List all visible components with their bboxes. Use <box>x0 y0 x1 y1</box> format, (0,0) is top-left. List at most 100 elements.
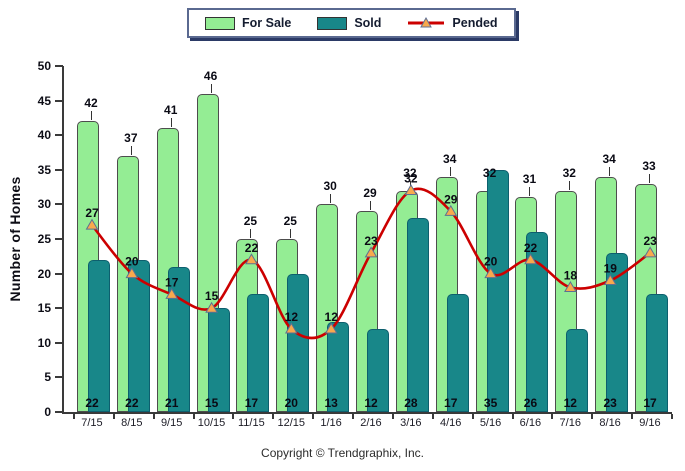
for-sale-label-leader <box>170 118 172 128</box>
pended-marker-icon <box>404 184 418 196</box>
pended-marker-icon <box>165 287 179 299</box>
pended-value-label: 17 <box>165 275 179 289</box>
for-sale-value-label: 41 <box>164 103 178 118</box>
pended-value-label: 22 <box>524 241 538 255</box>
x-axis-tick <box>471 414 474 419</box>
sold-bar <box>287 273 310 412</box>
x-axis-tick <box>431 414 434 419</box>
sold-value-label: 13 <box>324 396 338 410</box>
legend-label: Sold <box>354 16 382 30</box>
sold-bar <box>247 294 270 412</box>
y-axis-tick-label: 0 <box>44 405 51 419</box>
x-axis-tick <box>511 414 514 419</box>
for-sale-label-leader <box>449 166 451 176</box>
y-axis-tick <box>55 411 63 413</box>
for-sale-value-label: 46 <box>203 68 218 83</box>
y-axis-tick <box>55 65 63 67</box>
for-sale-label-leader <box>290 229 292 238</box>
month-slot: 25 17 <box>233 66 273 412</box>
for-sale-value-label: 25 <box>283 214 297 228</box>
x-axis-tick <box>192 414 195 419</box>
sold-bar <box>526 232 549 412</box>
for-sale-label-leader <box>330 194 332 204</box>
month-slot: 42 22 <box>74 66 114 412</box>
x-axis-tick <box>352 414 355 419</box>
sold-bar <box>367 328 390 412</box>
x-axis-labels: 7/15 8/15 9/15 10/15 11/15 12/15 1/16 2/16 3/16 4… <box>62 417 670 429</box>
x-axis-tick <box>551 414 554 419</box>
for-sale-label-leader <box>250 229 252 238</box>
y-axis-tick-label: 50 <box>37 59 51 73</box>
for-sale-value-label: 42 <box>84 96 98 111</box>
sold-bar <box>327 322 350 412</box>
sold-value-label: 20 <box>284 396 298 410</box>
pended-marker-icon <box>643 246 657 258</box>
month-slot: 34 23 <box>592 66 632 412</box>
sold-value-label: 23 <box>603 396 617 410</box>
x-axis-tick <box>671 414 673 419</box>
x-axis-label: 11/15 <box>238 417 265 429</box>
pended-value-label: 23 <box>364 234 378 248</box>
x-axis-tick <box>152 414 155 419</box>
y-axis-tick-label: 20 <box>37 266 51 281</box>
y-axis-tick <box>55 203 63 206</box>
copyright-text: Copyright © Trendgraphix, Inc. <box>261 446 424 460</box>
for-sale-label-leader <box>370 201 372 211</box>
x-axis-label: 9/15 <box>160 417 183 429</box>
y-axis-tick <box>55 238 63 240</box>
sold-swatch-icon <box>317 16 348 30</box>
pended-line-layer: 27 20 17 15 22 12 12 23 32 29 20 22 18 19 23 <box>85 172 657 340</box>
for-sale-label-leader <box>210 83 212 93</box>
sold-bar <box>646 294 669 412</box>
y-axis-tick-label: 15 <box>37 301 51 316</box>
y-axis-tick-label: 5 <box>44 370 51 385</box>
x-axis-tick <box>112 414 115 419</box>
sold-value-label: 35 <box>483 396 498 410</box>
legend-label: Pended <box>452 16 498 30</box>
legend-label: For Sale <box>242 16 292 30</box>
sold-value-label: 22 <box>85 396 99 410</box>
sold-bar <box>406 218 429 412</box>
for-sale-value-label: 31 <box>522 172 537 187</box>
pended-marker-icon <box>524 253 537 265</box>
x-axis-label: 12/15 <box>277 417 305 429</box>
x-axis-label: 8/15 <box>121 417 143 429</box>
pended-line <box>90 187 651 340</box>
plot-area: 42 22 37 22 41 21 46 15 25 17 25 20 30 13 29 12 32 28 34 17… <box>38 59 673 419</box>
y-axis-tick <box>55 307 63 310</box>
x-axis-tick <box>272 414 275 419</box>
sold-bar <box>88 259 110 412</box>
x-axis-label: 3/16 <box>400 417 422 429</box>
x-axis-tick <box>312 414 315 419</box>
y-axis-tick <box>55 134 63 137</box>
y-axis-tick-label: 40 <box>37 128 51 143</box>
for-sale-value-label: 32 <box>482 165 497 180</box>
pended-line-swatch-icon <box>408 16 445 28</box>
y-axis-tick <box>55 99 63 102</box>
pended-marker-icon <box>603 274 617 286</box>
month-slot: 32 12 <box>552 66 592 412</box>
pended-marker-icon <box>85 218 99 230</box>
pended-marker-icon <box>205 301 218 313</box>
y-axis-tick <box>55 341 63 344</box>
pended-marker-icon <box>245 253 258 265</box>
for-sale-value-label: 32 <box>403 165 417 180</box>
sold-value-label: 22 <box>125 396 139 410</box>
pended-value-label: 32 <box>404 172 418 186</box>
y-axis-tick-label: 30 <box>37 197 51 212</box>
pended-value-label: 18 <box>564 268 578 282</box>
sold-bar <box>167 266 190 412</box>
month-slot: 32 35 <box>473 66 513 412</box>
for-sale-value-label: 37 <box>124 130 138 145</box>
legend-item-sold: Sold <box>317 16 381 30</box>
pended-value-label: 15 <box>205 289 219 303</box>
sold-value-label: 17 <box>643 396 657 410</box>
month-slot: 30 13 <box>313 66 353 412</box>
sold-bar <box>486 169 509 412</box>
y-axis-tick-label: 10 <box>37 335 51 350</box>
x-axis-tick <box>232 414 235 419</box>
for-sale-value-label: 33 <box>642 158 656 173</box>
for-sale-label-leader <box>609 166 611 176</box>
x-axis-tick <box>73 414 75 419</box>
y-axis-tick-label: 25 <box>37 232 51 246</box>
